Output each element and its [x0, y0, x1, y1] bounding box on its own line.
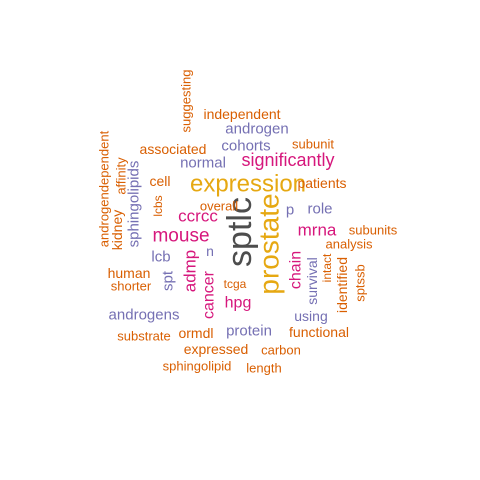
word-lcbs: lcbs	[151, 195, 165, 216]
word-cohorts: cohorts	[221, 138, 270, 155]
word-functional: functional	[289, 324, 349, 340]
word-using: using	[294, 308, 327, 324]
word-carbon: carbon	[261, 343, 301, 358]
word-overall: overall	[200, 199, 238, 214]
word-survival: survival	[304, 257, 320, 304]
word-substrate: substrate	[117, 329, 170, 344]
word-kidney: kidney	[109, 210, 125, 250]
word-independent: independent	[203, 106, 280, 122]
word-shorter: shorter	[111, 279, 152, 294]
word-role: role	[307, 201, 332, 218]
word-ormdl: ormdl	[178, 325, 213, 341]
word-n: n	[206, 243, 214, 259]
word-p: p	[286, 202, 294, 219]
word-sphingolipids: sphingolipids	[126, 161, 143, 248]
word-length: length	[246, 361, 281, 376]
word-androgen: androgen	[225, 121, 288, 138]
word-suggesting: suggesting	[179, 70, 194, 133]
word-sptssb: sptssb	[353, 264, 368, 302]
word-significantly: significantly	[241, 150, 334, 170]
word-associated: associated	[140, 141, 207, 157]
word-tcga: tcga	[224, 277, 247, 291]
word-spt: spt	[160, 270, 177, 291]
word-sptlc: sptlc	[221, 197, 259, 267]
word-lcb: lcb	[151, 249, 170, 266]
word-sphingolipid: sphingolipid	[163, 359, 232, 374]
word-cancer: cancer	[201, 270, 218, 319]
word-cell: cell	[149, 173, 170, 189]
word-prostate: prostate	[254, 193, 285, 294]
word-androgendependent: androgendependent	[97, 130, 112, 247]
word-expressed: expressed	[184, 341, 249, 357]
word-mouse: mouse	[152, 226, 209, 247]
word-intact: intact	[320, 253, 334, 282]
word-subunits: subunits	[349, 223, 398, 238]
word-normal: normal	[180, 155, 226, 172]
word-ccrcc: ccrcc	[178, 207, 218, 226]
word-admp: admp	[181, 250, 200, 293]
word-subunit: subunit	[292, 137, 334, 152]
word-patients: patients	[297, 175, 346, 191]
word-mrna: mrna	[298, 221, 337, 240]
word-affinity: affinity	[114, 157, 129, 195]
word-expression: expression	[190, 171, 306, 198]
word-androgens: androgens	[109, 307, 180, 324]
word-human: human	[108, 265, 151, 281]
word-analysis: analysis	[326, 237, 373, 252]
word-identified: identified	[334, 257, 350, 313]
word-protein: protein	[226, 323, 272, 340]
word-hpg: hpg	[225, 295, 252, 312]
word-chain: chain	[288, 251, 305, 289]
